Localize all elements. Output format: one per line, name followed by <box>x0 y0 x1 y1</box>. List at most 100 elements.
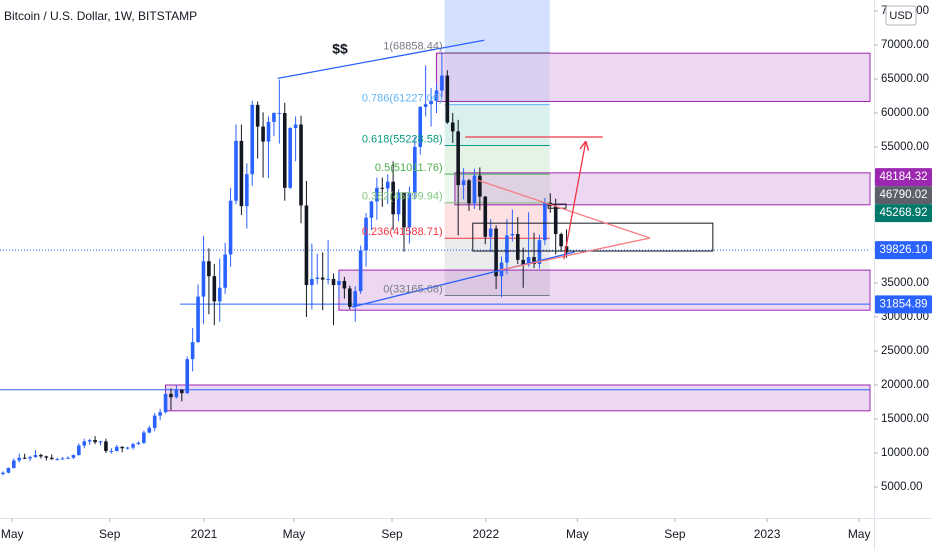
x-tick-label: 2022 <box>472 527 499 541</box>
candle-body <box>245 174 249 207</box>
candle-body <box>77 445 81 456</box>
candle-body <box>55 459 59 461</box>
zone <box>435 52 871 102</box>
candle-body <box>347 288 352 307</box>
candle-body <box>423 104 428 107</box>
currency-button[interactable]: USD <box>885 5 917 26</box>
x-tick-label: May <box>1 527 24 541</box>
candle-body <box>429 100 433 105</box>
y-tick-label: 70000.00 <box>881 39 929 51</box>
candle-body <box>44 456 49 458</box>
y-tick-label: 35000.00 <box>881 277 929 289</box>
fib-label: 0.618(55228.58) <box>362 133 443 145</box>
price-label-box <box>875 168 932 187</box>
candle-body <box>87 440 92 442</box>
candle-body <box>353 291 358 307</box>
zone <box>454 172 871 206</box>
candle-body <box>212 276 217 302</box>
candle-body <box>93 440 97 443</box>
candle-body <box>250 104 255 175</box>
candle-body <box>142 432 146 443</box>
trend-line <box>351 251 575 308</box>
y-tick-label: 10000.00 <box>881 447 929 459</box>
fib-label: 0(33165.08) <box>383 283 442 295</box>
candle-body <box>239 140 244 207</box>
candle-body <box>49 457 54 460</box>
candle-body <box>440 75 444 91</box>
axes: 5000.00 10000.00 15000.00 20000.00 25000.00 3… <box>1 5 932 541</box>
x-tick-label: Sep <box>381 527 403 541</box>
candle-body <box>450 122 455 132</box>
candle-body <box>521 259 525 265</box>
candle-body <box>261 126 265 142</box>
candle-body <box>304 205 309 286</box>
candle-body <box>131 444 135 448</box>
price-label: 48184.32 <box>880 171 928 183</box>
candle-body <box>402 192 406 228</box>
candle-body <box>33 455 38 458</box>
price-label: 39826.10 <box>880 244 928 256</box>
currency-box[interactable] <box>885 5 917 26</box>
candle-body <box>109 450 114 452</box>
candle-body <box>28 457 32 459</box>
candle-body <box>282 113 287 188</box>
currency-label[interactable]: USD <box>889 10 912 22</box>
candle-body <box>174 389 179 398</box>
candle-body <box>467 180 471 204</box>
fib-band <box>444 145 550 175</box>
candle-body <box>185 359 190 394</box>
candle-body <box>407 193 412 228</box>
candle-body <box>104 441 108 451</box>
candle-body <box>17 457 22 461</box>
candle-body <box>445 75 450 123</box>
zone <box>165 384 871 412</box>
x-tick-label: May <box>848 527 871 541</box>
candle-body <box>190 342 195 360</box>
x-tick-label: Sep <box>664 527 686 541</box>
fib-band <box>444 104 550 146</box>
price-label: 46790.02 <box>880 189 928 201</box>
candle-body <box>82 441 87 446</box>
candle-body <box>369 201 374 218</box>
y-tick-label: 15000.00 <box>881 413 929 425</box>
candle-body <box>114 446 119 451</box>
candle-body <box>228 200 233 255</box>
candle-body <box>39 455 43 457</box>
trend-line <box>277 39 485 79</box>
candle-body <box>559 234 563 247</box>
fib-label: 0.236(41588.71) <box>362 226 443 238</box>
candle-body <box>494 228 498 277</box>
candle-body <box>71 455 76 458</box>
candle-body <box>358 250 363 292</box>
candle-body <box>293 124 298 128</box>
candle-body <box>266 121 271 142</box>
candle-body <box>456 131 460 186</box>
candle-body <box>364 217 368 251</box>
candle-body <box>310 278 314 286</box>
candle-body <box>537 240 542 264</box>
price-label-box <box>875 186 932 205</box>
y-tick-label: 55000.00 <box>881 141 929 153</box>
candle-body <box>342 280 347 289</box>
candle-body <box>510 234 515 236</box>
candle-body <box>483 196 488 237</box>
candle-body <box>326 278 330 280</box>
arrow <box>563 143 586 260</box>
candle-body <box>22 457 27 459</box>
candle-body <box>272 113 276 122</box>
candle-body <box>277 113 282 115</box>
candle-body <box>564 246 569 253</box>
candle-body <box>125 447 130 449</box>
x-tick-label: 2021 <box>191 527 218 541</box>
candle-body <box>234 140 238 201</box>
candle-body <box>201 261 206 297</box>
candle-body <box>147 427 152 433</box>
candle-body <box>255 104 260 127</box>
candle-body <box>434 90 439 101</box>
candle-body <box>396 192 401 215</box>
candle-body <box>180 389 184 394</box>
y-tick-label: 25000.00 <box>881 345 929 357</box>
candle-body <box>526 257 531 265</box>
price-label: 45268.92 <box>880 207 928 219</box>
candle-body <box>488 228 493 237</box>
